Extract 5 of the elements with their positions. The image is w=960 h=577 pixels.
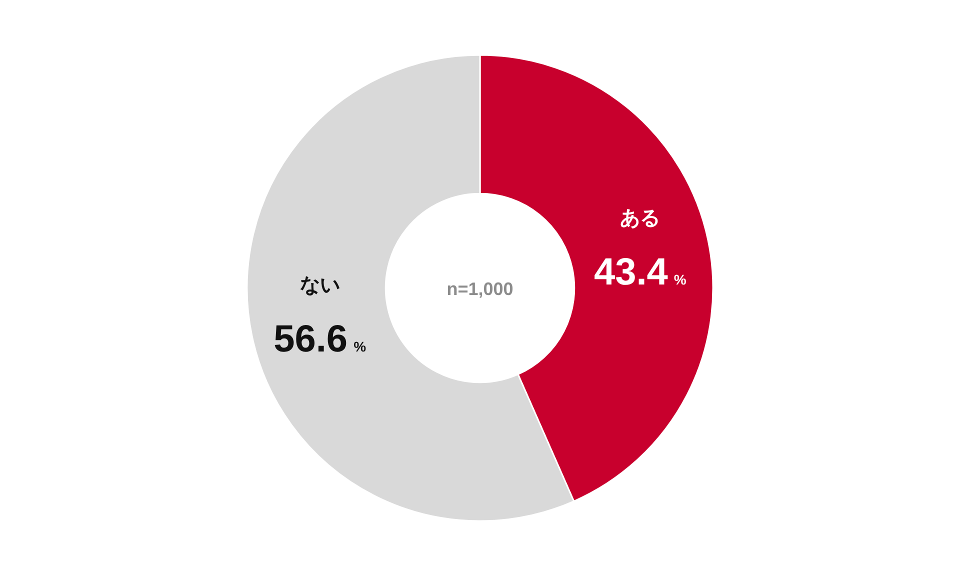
slice-label: ない [300,274,340,297]
data-label: 56.6% [274,318,367,361]
slice-label: ある [620,207,660,230]
text: n=1,000 [446,279,514,299]
data-label: 43.4% [594,251,687,294]
